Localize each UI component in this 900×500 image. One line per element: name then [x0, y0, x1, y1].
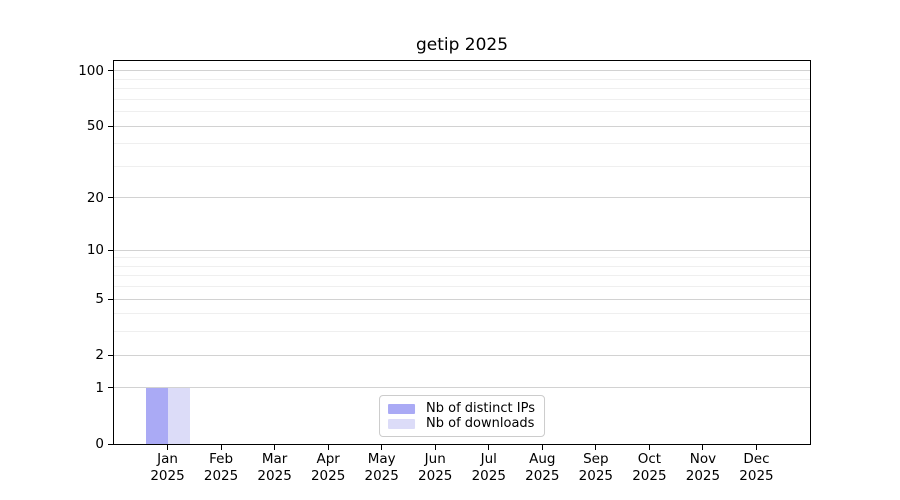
- legend-swatch: [388, 403, 416, 414]
- x-tick-year: 2025: [632, 467, 667, 484]
- y-tick-mark: [108, 387, 114, 389]
- x-tick-mark: [327, 444, 329, 450]
- legend-row: Nb of distinct IPs: [388, 401, 535, 416]
- x-tick-label: Nov 2025: [673, 451, 733, 484]
- minor-gridline: [114, 88, 810, 90]
- x-tick-year: 2025: [525, 467, 560, 484]
- x-tick-mark: [541, 444, 543, 450]
- x-tick-mark: [488, 444, 490, 450]
- y-tick-label: 50: [86, 118, 104, 135]
- y-tick-label: 10: [86, 242, 104, 259]
- bar-nb-of-downloads: [167, 387, 190, 444]
- x-tick-month: Mar: [261, 451, 288, 467]
- x-tick-month: Oct: [637, 451, 662, 467]
- x-tick-month: Jun: [424, 451, 446, 467]
- minor-gridline: [114, 313, 810, 315]
- x-tick-year: 2025: [364, 467, 399, 484]
- y-tick-label: 0: [95, 436, 104, 452]
- x-tick-label: Apr 2025: [298, 451, 358, 484]
- x-tick-month: Feb: [209, 451, 234, 467]
- x-tick-month: Nov: [689, 451, 717, 467]
- x-tick-label: Jul 2025: [459, 451, 519, 484]
- x-tick-month: May: [367, 451, 396, 467]
- y-tick-label: 100: [78, 62, 104, 79]
- x-tick-label: Sep 2025: [566, 451, 626, 484]
- major-gridline: [114, 70, 810, 72]
- y-tick-mark: [108, 249, 114, 251]
- minor-gridline: [114, 143, 810, 145]
- chart-title: getip 2025: [415, 35, 509, 55]
- minor-gridline: [114, 78, 810, 80]
- y-tick-label: 1: [95, 379, 104, 396]
- y-tick-mark: [108, 70, 114, 72]
- legend-label: Nb of downloads: [426, 416, 535, 431]
- x-tick-mark: [755, 444, 757, 450]
- minor-gridline: [114, 286, 810, 288]
- minor-gridline: [114, 98, 810, 100]
- minor-gridline: [114, 331, 810, 333]
- major-gridline: [114, 354, 810, 356]
- x-tick-year: 2025: [203, 467, 239, 484]
- x-tick-mark: [381, 444, 383, 450]
- major-gridline: [114, 125, 810, 127]
- minor-gridline: [114, 165, 810, 167]
- x-tick-month: Aug: [529, 451, 556, 467]
- x-tick-month: Jul: [480, 451, 497, 467]
- y-tick-mark: [108, 298, 114, 300]
- x-tick-month: Jan: [157, 451, 178, 467]
- y-tick-label: 5: [95, 291, 104, 308]
- bar-nb-of-distinct-ips: [145, 387, 168, 444]
- x-tick-label: Jun 2025: [405, 451, 465, 484]
- legend-rows: Nb of distinct IPs Nb of downloads: [388, 401, 535, 431]
- x-tick-label: Jan 2025: [138, 451, 198, 484]
- legend-label: Nb of distinct IPs: [426, 401, 535, 416]
- x-tick-year: 2025: [310, 467, 346, 484]
- y-tick-mark: [108, 443, 114, 445]
- minor-gridline: [114, 275, 810, 277]
- y-tick-label: 2: [95, 347, 104, 364]
- x-tick-label: Oct 2025: [619, 451, 679, 484]
- x-tick-mark: [220, 444, 222, 450]
- x-tick-year: 2025: [418, 467, 453, 484]
- x-tick-mark: [595, 444, 597, 450]
- x-tick-year: 2025: [578, 467, 614, 484]
- x-tick-year: 2025: [471, 467, 506, 484]
- x-tick-mark: [167, 444, 169, 450]
- x-tick-label: Feb 2025: [191, 451, 251, 484]
- x-tick-label: Aug 2025: [512, 451, 572, 484]
- x-tick-mark: [702, 444, 704, 450]
- x-tick-month: Apr: [316, 451, 340, 467]
- x-tick-month: Dec: [743, 451, 770, 467]
- x-tick-mark: [274, 444, 276, 450]
- x-tick-month: Sep: [583, 451, 609, 467]
- x-tick-year: 2025: [739, 467, 774, 484]
- y-tick-mark: [108, 197, 114, 199]
- legend: Nb of distinct IPs Nb of downloads: [379, 395, 545, 437]
- major-gridline: [114, 197, 810, 199]
- x-tick-year: 2025: [257, 467, 292, 484]
- major-gridline: [114, 298, 810, 300]
- legend-row: Nb of downloads: [388, 416, 535, 431]
- major-gridline: [114, 387, 810, 389]
- x-tick-year: 2025: [150, 467, 185, 484]
- legend-swatch: [388, 418, 416, 429]
- minor-gridline: [114, 265, 810, 267]
- plot-area: 0 1 2 5 10 20 50 100 Jan 2025 Feb 2025 Mar 2025 Apr 202…: [78, 60, 811, 484]
- minor-gridline: [114, 257, 810, 259]
- y-tick-mark: [108, 125, 114, 127]
- x-tick-label: Mar 2025: [245, 451, 305, 484]
- x-tick-year: 2025: [685, 467, 721, 484]
- minor-gridline: [114, 111, 810, 113]
- major-gridline: [114, 249, 810, 251]
- y-tick-label: 20: [86, 189, 104, 206]
- x-tick-mark: [434, 444, 436, 450]
- x-tick-mark: [648, 444, 650, 450]
- x-tick-label: Dec 2025: [726, 451, 786, 484]
- y-tick-mark: [108, 354, 114, 356]
- x-tick-label: May 2025: [352, 451, 412, 484]
